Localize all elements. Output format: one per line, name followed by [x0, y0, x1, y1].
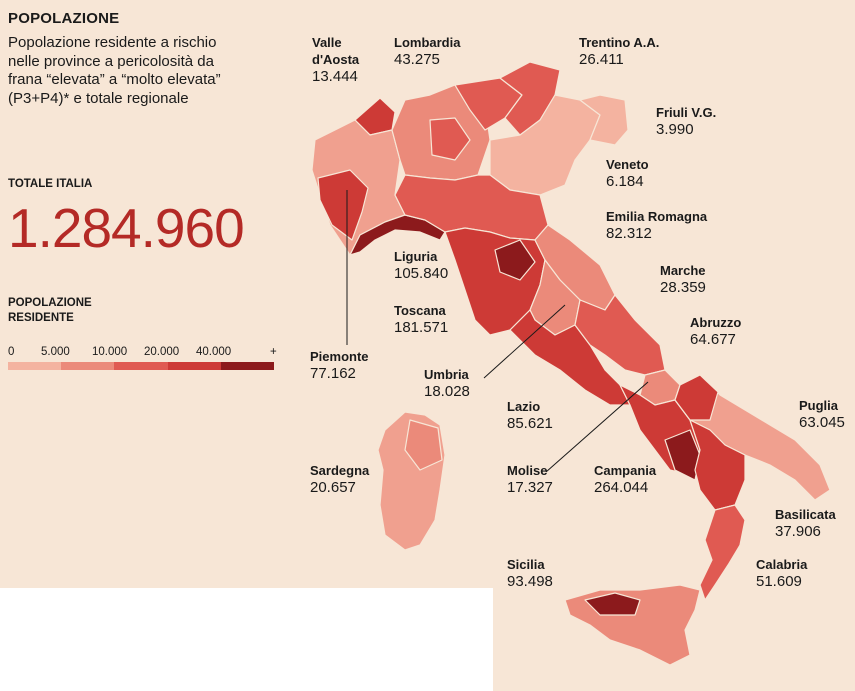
label-trentino: Trentino A.A. 26.411 [579, 35, 660, 68]
label-liguria: Liguria 105.840 [394, 249, 449, 282]
legend-bar [8, 362, 275, 370]
legend-tick: 20.000 [144, 346, 180, 358]
leader-umbria [483, 304, 566, 379]
province-foggia [674, 374, 719, 421]
legend-swatch-1 [61, 362, 115, 370]
label-sicilia: Sicilia 93.498 [507, 557, 553, 590]
region-lazio [509, 309, 631, 406]
province-cuneo [317, 169, 369, 241]
province-bergamo [429, 117, 471, 161]
label-emilia: Emilia Romagna 82.312 [606, 209, 708, 242]
blank-corner [0, 588, 493, 691]
province-firenze [494, 239, 536, 281]
label-valle-daosta: Valle d'Aosta 13.444 [312, 35, 360, 85]
region-calabria [699, 504, 746, 601]
label-lazio: Lazio 85.621 [507, 399, 553, 432]
legend-swatch-0 [8, 362, 62, 370]
legend-tick: + [270, 346, 277, 358]
region-friuli [579, 94, 629, 146]
label-calabria: Calabria 51.609 [756, 557, 808, 590]
leader-molise [545, 381, 649, 473]
label-marche: Marche 28.359 [660, 263, 706, 296]
legend-tick: 0 [8, 346, 15, 358]
province-palermo [584, 592, 641, 616]
legend-tick: 40.000 [196, 346, 232, 358]
label-friuli: Friuli V.G. 3.990 [656, 105, 717, 138]
legend-ticks: 0 5.000 10.000 20.000 40.000 + [8, 346, 280, 360]
label-veneto: Veneto 6.184 [606, 157, 649, 190]
legend-swatch-4 [220, 362, 275, 370]
legend-tick: 10.000 [92, 346, 128, 358]
region-sicilia [564, 584, 701, 666]
subtitle: Popolazione residente a rischio nelle pr… [8, 34, 221, 107]
label-campania: Campania 264.044 [594, 463, 657, 496]
total-label: TOTALE ITALIA [8, 178, 93, 190]
legend-tick: 5.000 [41, 346, 70, 358]
total-value: 1.284.960 [8, 197, 245, 259]
province-nuoro [404, 419, 443, 471]
label-abruzzo: Abruzzo 64.677 [690, 315, 742, 348]
label-puglia: Puglia 63.045 [799, 398, 845, 431]
label-piemonte: Piemonte 77.162 [310, 349, 369, 382]
label-sardegna: Sardegna 20.657 [310, 463, 370, 496]
legend-swatch-3 [167, 362, 221, 370]
label-molise: Molise 17.327 [507, 463, 553, 496]
label-toscana: Toscana 181.571 [394, 303, 449, 336]
label-lombardia: Lombardia 43.275 [394, 35, 461, 68]
region-liguria [349, 214, 446, 256]
label-umbria: Umbria 18.028 [424, 367, 470, 400]
legend-title: POPOLAZIONE RESIDENTE [8, 297, 92, 324]
label-basilicata: Basilicata 37.906 [775, 507, 836, 540]
title: POPOLAZIONE [8, 10, 120, 27]
legend-swatch-2 [114, 362, 168, 370]
